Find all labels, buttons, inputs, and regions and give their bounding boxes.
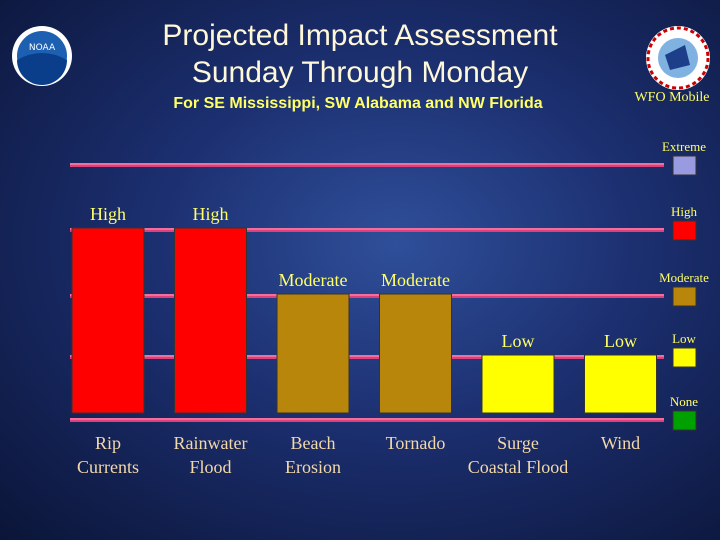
- legend-label: None: [670, 394, 698, 409]
- nws-logo: [646, 26, 710, 90]
- impact-level: Moderate: [279, 270, 348, 290]
- impact-level: Low: [604, 331, 637, 351]
- impact-label: Currents: [77, 457, 139, 477]
- impact-label: Rip: [95, 433, 121, 453]
- impact-bar: [276, 293, 350, 414]
- office: WFO Mobile: [634, 90, 709, 105]
- impact-bar: [481, 354, 555, 414]
- impact-label: Flood: [189, 457, 231, 477]
- impact-label: Rainwater: [174, 433, 248, 453]
- impact-bar: [71, 227, 145, 414]
- title-line: Projected Impact Assessment: [162, 19, 558, 52]
- noaa-logo: NOAA: [12, 26, 72, 86]
- impact-bar: [174, 227, 247, 414]
- legend-box: [672, 286, 697, 307]
- legend-box: [672, 220, 697, 241]
- impact-label: Beach: [291, 433, 336, 453]
- legend-box: [672, 155, 697, 176]
- legend-label: Extreme: [662, 139, 706, 154]
- impact-label: Coastal Flood: [468, 457, 569, 477]
- impact-bar: [584, 354, 657, 414]
- legend-box: [672, 410, 697, 431]
- impact-label: Wind: [601, 433, 640, 453]
- subtitle: For SE Mississippi, SW Alabama and NW Fl…: [173, 95, 542, 112]
- impact-label: Tornado: [386, 433, 446, 453]
- svg-text:NOAA: NOAA: [29, 43, 56, 53]
- legend-label: Moderate: [659, 270, 709, 285]
- impact-label: Surge: [497, 433, 539, 453]
- impact-level: Moderate: [381, 270, 450, 290]
- impact-level: High: [193, 204, 229, 224]
- impact-level: Low: [502, 331, 535, 351]
- title-line: Sunday Through Monday: [192, 56, 528, 89]
- legend-box: [672, 347, 697, 368]
- impact-level: High: [90, 204, 126, 224]
- impact-label: Erosion: [285, 457, 341, 477]
- legend-label: High: [671, 204, 698, 219]
- legend-label: Low: [672, 331, 696, 346]
- impact-bar: [379, 293, 452, 414]
